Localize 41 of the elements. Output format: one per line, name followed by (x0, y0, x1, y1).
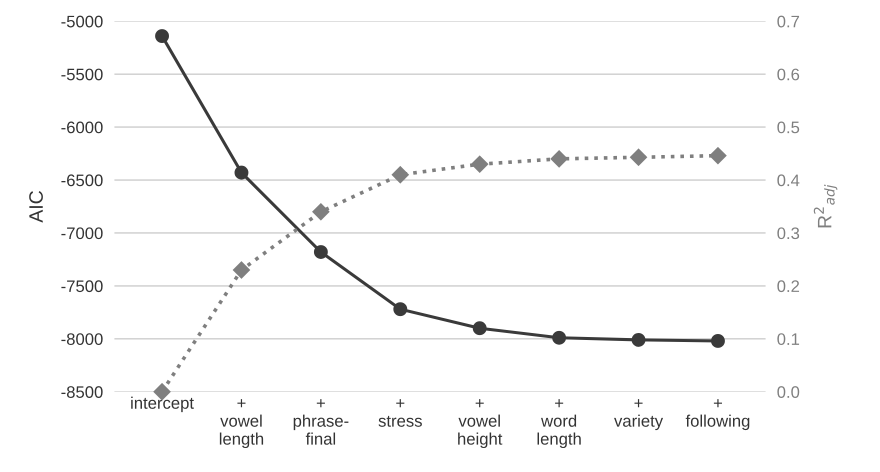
y-tick-label: -6000 (61, 122, 103, 134)
y2-tick-label: 0.7 (777, 16, 800, 28)
point (632, 332, 646, 347)
y-axis-title: AIC (29, 191, 43, 223)
point (234, 166, 248, 180)
point (155, 29, 169, 44)
x-tick-label: + phrase- final (294, 399, 348, 445)
point (471, 156, 488, 173)
x-tick-label: + vowel height (458, 399, 502, 448)
point (711, 334, 725, 348)
y-tick-label: -7500 (61, 280, 103, 292)
point (552, 330, 566, 345)
y-tick-label: -5000 (61, 16, 103, 28)
point (709, 147, 727, 164)
x-tick-label: + following (686, 399, 750, 430)
point (312, 203, 330, 220)
y-tick-label: -6500 (61, 174, 103, 186)
y2-tick-label: 0.0 (777, 386, 800, 398)
y2-tick-label: 0.2 (777, 280, 800, 292)
y-tick-label: -8500 (61, 386, 103, 398)
y2-axis-title: R$^{2}$$_{adj}$ (814, 184, 838, 228)
x-tick-label: + variety (614, 399, 664, 430)
y2-tick-label: 0.1 (777, 333, 800, 346)
point (392, 166, 409, 184)
x-tick-label: + vowel length (220, 399, 264, 448)
y2-tick-label: 0.5 (777, 122, 800, 134)
point (472, 321, 487, 336)
point (393, 302, 408, 316)
y2-tick-label: 0.6 (777, 68, 800, 80)
y-tick-label: -5500 (61, 68, 103, 80)
x-tick-label: intercept (131, 396, 194, 412)
y2-tick-label: 0.4 (777, 174, 800, 186)
point (314, 245, 328, 259)
point (630, 148, 648, 166)
y2-tick-label: 0.3 (777, 227, 800, 240)
x-tick-label: + stress (378, 399, 422, 427)
point (232, 261, 250, 279)
y-tick-label: -7000 (61, 227, 103, 240)
point (550, 150, 568, 168)
y-tick-label: -8000 (61, 333, 103, 346)
x-tick-label: + word length (538, 399, 581, 448)
